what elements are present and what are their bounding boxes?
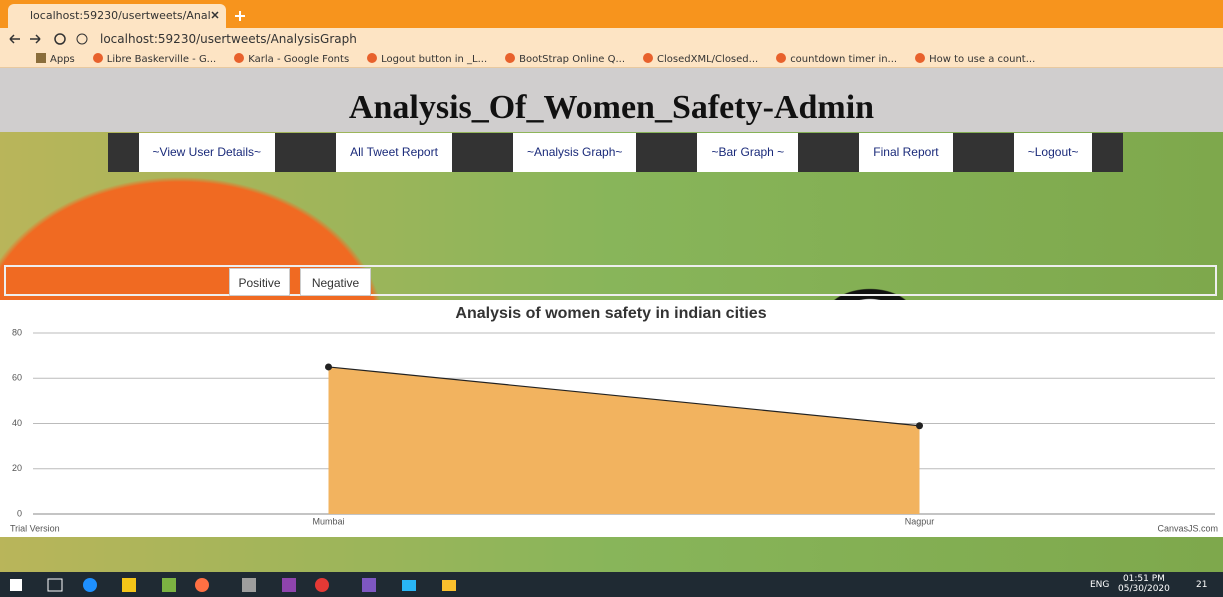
taskbar: ENG 01:51 PM 05/30/2020 21 <box>0 572 1223 597</box>
bookmarks-bar: Apps Libre Baskerville - G... Karla - Goog… <box>0 50 1223 68</box>
taskbar-icons[interactable] <box>10 577 470 593</box>
language[interactable]: ENG <box>1090 580 1109 590</box>
nav-buttons[interactable] <box>8 32 88 46</box>
y-tick-label: 80 <box>12 327 22 337</box>
bookmark[interactable]: BootStrap Online Q... <box>505 53 625 65</box>
bookmark[interactable]: Karla - Google Fonts <box>234 53 349 65</box>
data-point <box>916 422 923 429</box>
x-tick-label: Nagpur <box>905 516 935 526</box>
chart: Analysis of women safety in indian citie… <box>0 300 1223 537</box>
background-art <box>0 537 1223 572</box>
tab-controls[interactable] <box>210 10 250 22</box>
x-tick-label: Mumbai <box>312 516 344 526</box>
time: 01:51 PM <box>1118 574 1170 584</box>
bookmark[interactable]: Logout button in _L... <box>367 53 487 65</box>
url[interactable]: localhost:59230/usertweets/AnalysisGraph <box>100 30 1100 48</box>
tab-button[interactable]: Negative <box>300 268 371 296</box>
area <box>329 367 920 514</box>
tab-button[interactable]: Positive <box>229 268 290 296</box>
chart-title: Analysis of women safety in indian citie… <box>455 305 766 322</box>
nav-item[interactable]: Final Report <box>859 133 952 172</box>
watermark: Trial Version <box>10 523 60 533</box>
data-point <box>325 363 332 370</box>
browser-tab[interactable]: localhost:59230/usertweets/Anal <box>8 4 226 28</box>
credit: CanvasJS.com <box>1157 523 1218 533</box>
clock[interactable]: 01:51 PM 05/30/2020 <box>1118 574 1170 594</box>
nav-item[interactable]: ~Analysis Graph~ <box>513 133 636 172</box>
nav-bar: ~View User Details~ All Tweet Report ~Anal… <box>108 133 1123 172</box>
bookmark[interactable]: Libre Baskerville - G... <box>93 53 216 65</box>
bookmark[interactable]: Apps <box>36 53 75 65</box>
nav-item[interactable]: All Tweet Report <box>336 133 452 172</box>
tab-strip <box>4 265 1217 296</box>
nav-item[interactable]: ~Logout~ <box>1014 133 1093 172</box>
address-bar: localhost:59230/usertweets/AnalysisGraph <box>0 28 1223 50</box>
y-tick-label: 40 <box>12 418 22 428</box>
page: {"browser": {"tab_title": "localhost:592… <box>0 0 1223 597</box>
bookmark[interactable]: countdown timer in... <box>776 53 897 65</box>
notifications[interactable]: 21 <box>1196 580 1207 590</box>
y-tick-label: 20 <box>12 463 22 473</box>
page-title: Analysis_Of_Women_Safety-Admin <box>0 68 1223 132</box>
date: 05/30/2020 <box>1118 584 1170 594</box>
y-tick-label: 0 <box>17 508 22 518</box>
browser-tab-bar: localhost:59230/usertweets/Anal <box>0 0 1223 28</box>
bookmark[interactable]: How to use a count... <box>915 53 1035 65</box>
nav-item[interactable]: ~Bar Graph ~ <box>697 133 798 172</box>
y-tick-label: 60 <box>12 373 22 383</box>
bookmark[interactable]: ClosedXML/Closed... <box>643 53 758 65</box>
nav-item[interactable]: ~View User Details~ <box>139 133 276 172</box>
